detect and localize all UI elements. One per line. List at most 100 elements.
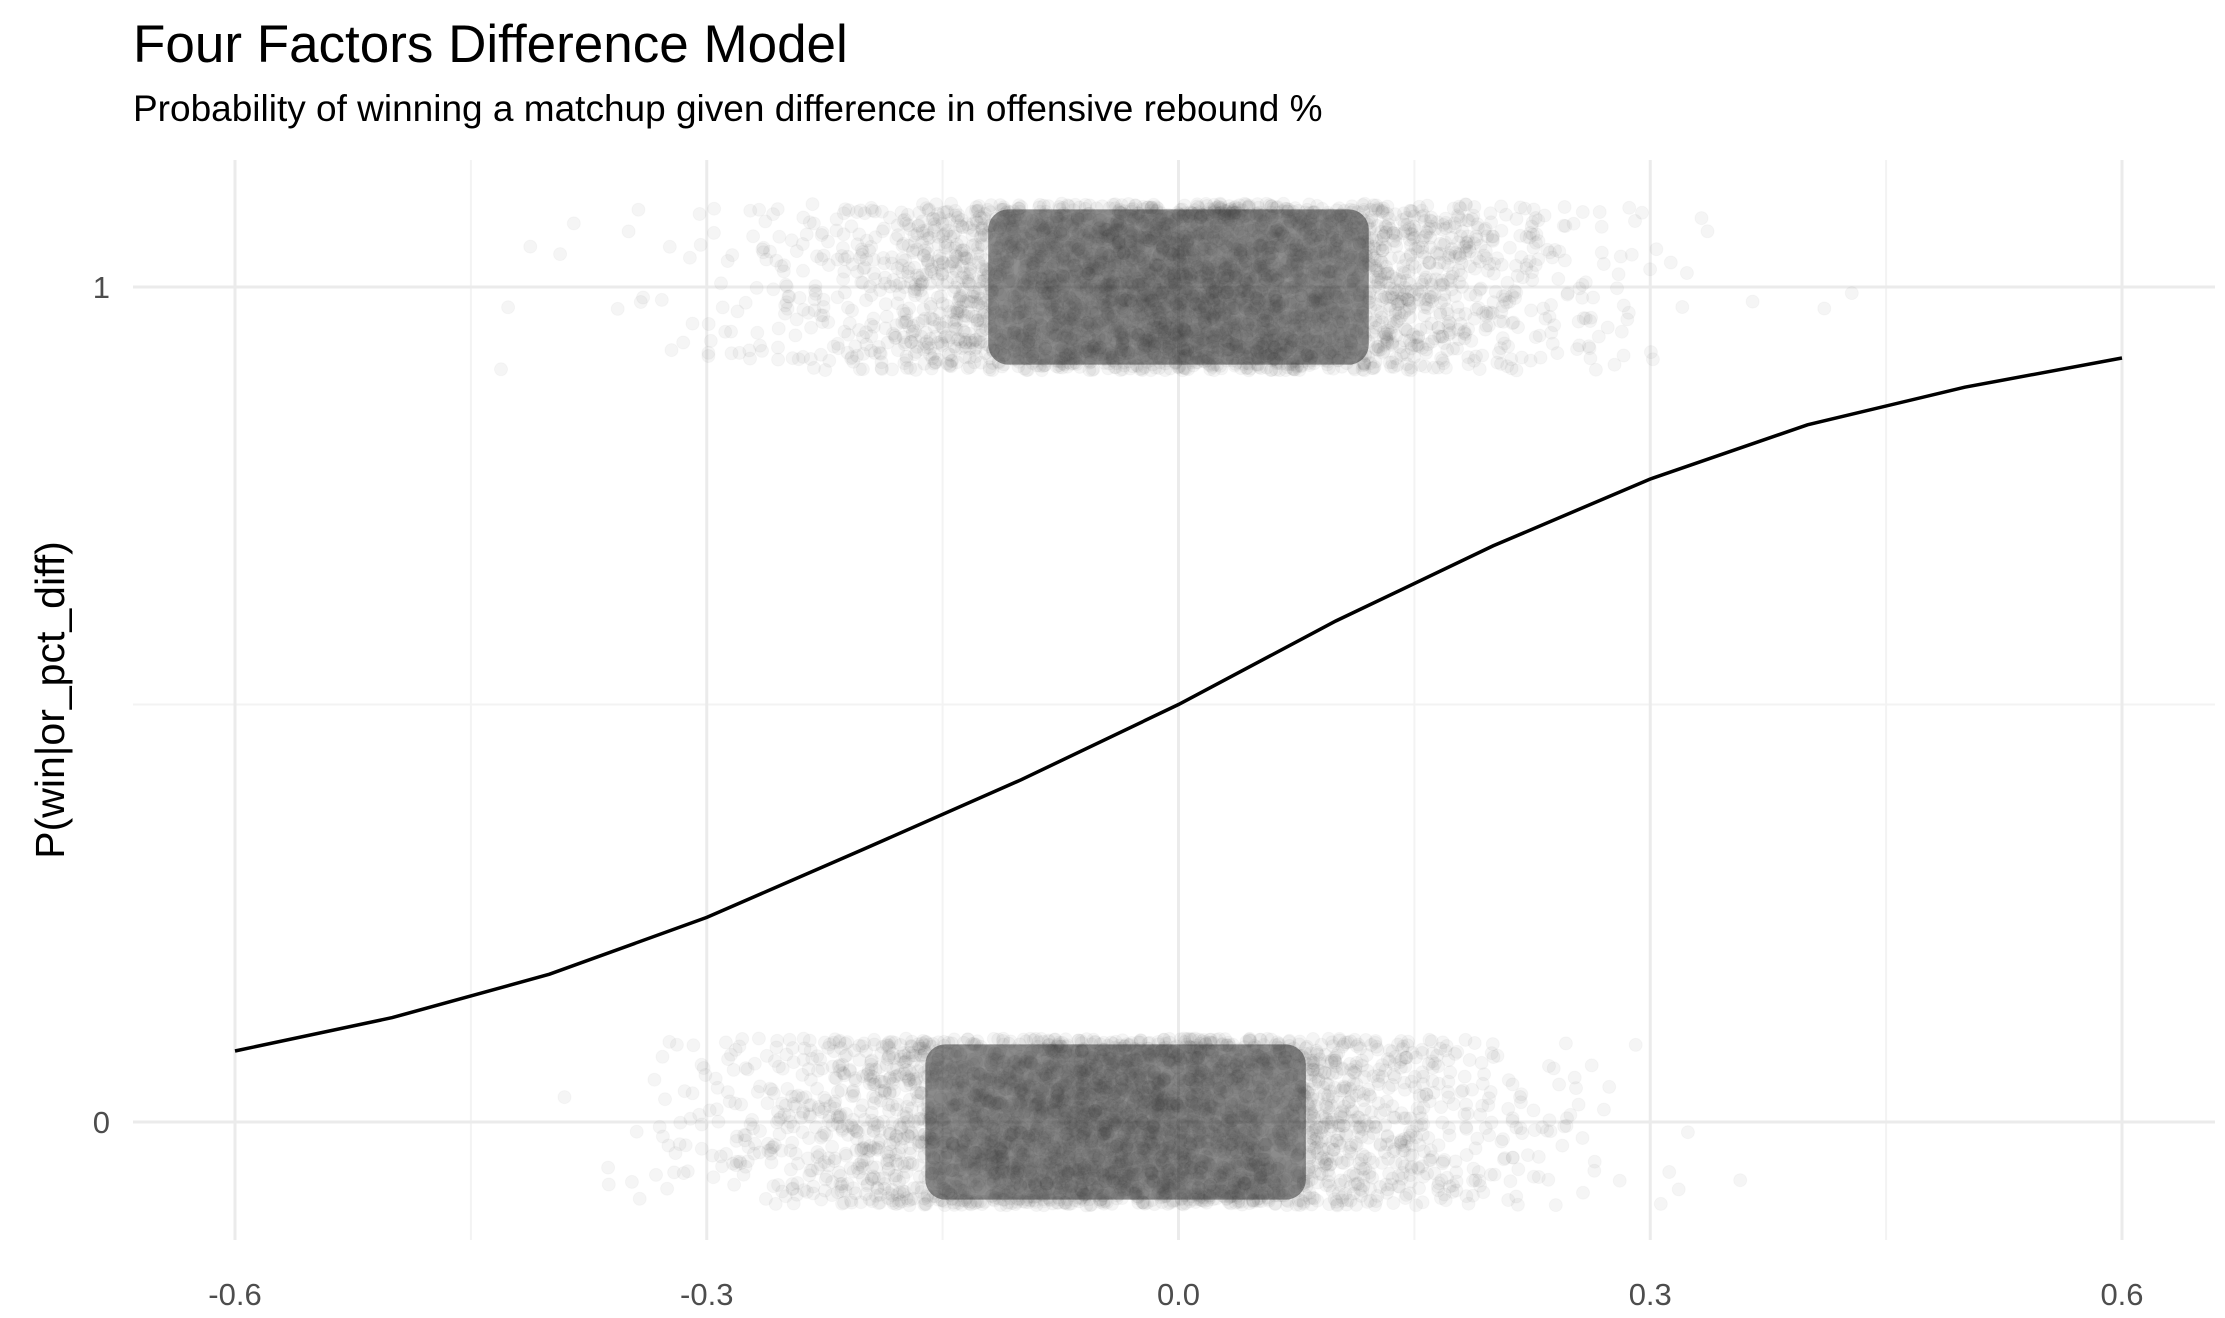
point — [1379, 220, 1393, 234]
point — [625, 1175, 639, 1189]
point — [975, 221, 989, 235]
point — [929, 213, 943, 227]
point — [858, 261, 872, 274]
point — [962, 267, 976, 281]
point — [856, 362, 870, 376]
point — [1509, 259, 1523, 273]
point — [950, 306, 964, 320]
point — [970, 314, 984, 328]
point — [971, 313, 985, 327]
point — [755, 242, 769, 256]
point — [774, 259, 788, 273]
point — [727, 1178, 741, 1192]
point — [816, 226, 829, 240]
point — [1589, 363, 1603, 377]
point — [808, 284, 822, 298]
point — [878, 271, 892, 285]
point — [1409, 241, 1422, 255]
point — [494, 362, 508, 376]
point — [1559, 1036, 1573, 1050]
point — [1238, 197, 1252, 211]
point — [886, 327, 900, 341]
point — [868, 205, 882, 218]
point — [929, 197, 943, 211]
point — [1372, 203, 1385, 217]
point — [953, 290, 967, 304]
point — [796, 237, 810, 251]
point — [810, 249, 824, 263]
point — [1439, 221, 1453, 235]
point — [501, 300, 515, 314]
point — [868, 346, 882, 360]
point — [1625, 248, 1639, 262]
point — [1390, 315, 1403, 329]
point — [731, 304, 744, 318]
point — [1035, 363, 1049, 377]
point — [953, 219, 967, 232]
point — [1582, 339, 1596, 353]
point — [935, 263, 949, 277]
point — [1396, 226, 1410, 240]
point — [1477, 223, 1491, 237]
point — [951, 276, 965, 290]
point — [1423, 290, 1437, 304]
point — [1482, 1128, 1496, 1142]
points-y1 — [494, 197, 1859, 377]
point — [1664, 256, 1678, 269]
point — [1055, 197, 1069, 211]
point — [876, 251, 890, 265]
point — [1215, 361, 1228, 375]
chart-title: Four Factors Difference Model — [133, 15, 848, 74]
point — [956, 324, 970, 338]
point — [753, 339, 767, 353]
point — [1570, 342, 1584, 356]
point — [859, 293, 873, 307]
point — [1403, 310, 1417, 324]
point — [1398, 333, 1412, 347]
point — [634, 295, 648, 309]
point — [786, 351, 800, 365]
point — [1463, 288, 1477, 302]
point — [1593, 205, 1607, 219]
point — [885, 362, 899, 376]
point — [804, 352, 818, 366]
point — [1817, 302, 1831, 315]
point — [1398, 288, 1411, 302]
point — [1405, 257, 1419, 271]
point — [993, 198, 1007, 212]
point — [707, 226, 721, 240]
point — [704, 334, 718, 348]
point — [868, 272, 882, 286]
point — [788, 328, 802, 342]
point — [733, 346, 746, 360]
point — [1510, 212, 1523, 226]
point — [1458, 1070, 1472, 1084]
point — [1401, 363, 1415, 377]
chart-subtitle: Probability of winning a matchup given d… — [133, 88, 1323, 129]
point — [1458, 307, 1472, 321]
point — [1524, 354, 1538, 368]
point — [1492, 346, 1506, 360]
point — [724, 325, 738, 339]
point — [702, 317, 716, 331]
point — [875, 224, 889, 238]
point — [928, 320, 941, 334]
point — [1505, 361, 1519, 375]
point — [655, 293, 669, 307]
point — [822, 354, 836, 368]
point — [963, 278, 977, 292]
point — [923, 231, 937, 245]
point — [1643, 262, 1657, 276]
point — [1551, 272, 1565, 286]
point — [1144, 363, 1158, 377]
point — [1442, 251, 1456, 265]
point — [1273, 363, 1287, 377]
point — [755, 344, 769, 358]
point — [1435, 274, 1449, 288]
point — [1845, 286, 1859, 300]
point — [1584, 311, 1598, 325]
point — [1423, 256, 1437, 270]
point — [1389, 229, 1403, 243]
point — [1473, 362, 1487, 376]
